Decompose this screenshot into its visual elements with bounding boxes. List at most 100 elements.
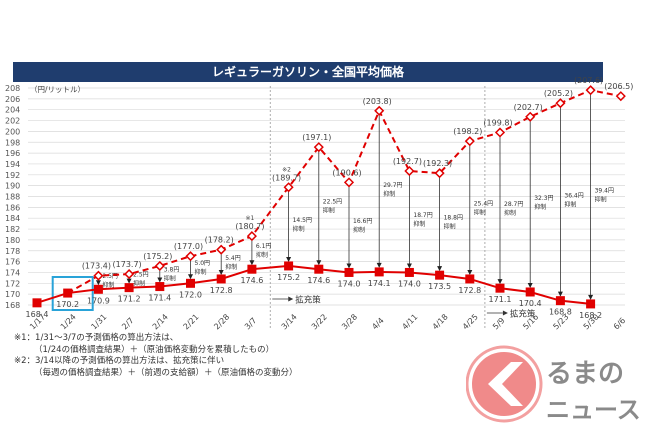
- forecast-point: [404, 165, 415, 177]
- x-tick-label: 2/14: [151, 312, 170, 331]
- annotation-label: ※1: [245, 215, 254, 222]
- x-tick-label: 4/25: [461, 312, 480, 331]
- actual-label: 170.9: [87, 296, 110, 305]
- actual-label: 170.4: [519, 299, 542, 308]
- suppression-arrow-icon: [527, 282, 533, 288]
- actual-label: 171.1: [489, 295, 512, 304]
- phase-label: 拡充策: [295, 295, 321, 306]
- forecast-point: [283, 182, 294, 193]
- suppression-amount: 2.5円: [102, 273, 118, 280]
- forecast-point: [464, 136, 475, 147]
- suppression-label: 抑制: [444, 223, 456, 231]
- actual-point: [63, 288, 73, 298]
- suppression-label: 抑制: [383, 190, 395, 198]
- forecast-label: (197.1): [302, 133, 331, 142]
- y-tick-label: 204: [5, 106, 20, 115]
- suppression-label: 抑制: [225, 263, 237, 271]
- suppression-arrow-icon: [406, 263, 412, 269]
- x-tick-label: 5/9: [491, 316, 506, 331]
- logo-text-2: ニュース: [546, 396, 641, 424]
- suppression-arrow-icon: [286, 256, 292, 262]
- suppression-arrow-icon: [497, 279, 503, 285]
- suppression-arrow-icon: [188, 274, 193, 280]
- actual-label: 168.8: [549, 308, 572, 317]
- forecast-label: (175.2): [143, 252, 172, 261]
- forecast-label: (178.2): [205, 236, 234, 245]
- suppression-arrow-icon: [249, 260, 255, 266]
- suppression-label: 抑制: [102, 281, 114, 289]
- suppression-label: 抑制: [595, 196, 607, 204]
- actual-label: 174.6: [307, 276, 330, 285]
- suppression-amount: 18.7円: [413, 212, 432, 219]
- phase-label: 拡充策: [510, 309, 536, 320]
- suppression-label: 抑制: [534, 203, 546, 211]
- logo-circle-icon: [470, 350, 538, 418]
- actual-point: [186, 278, 195, 288]
- actual-label: 173.5: [428, 282, 451, 291]
- forecast-label: (173.7): [113, 260, 142, 269]
- y-tick-label: 168: [5, 301, 20, 310]
- suppression-arrow-icon: [376, 262, 382, 268]
- forecast-label: (206.5): [604, 82, 633, 91]
- phase-arrow-icon: [288, 296, 294, 302]
- forecast-label: (203.8): [363, 97, 392, 106]
- forecast-point: [525, 111, 536, 122]
- x-tick-label: 3/7: [243, 316, 258, 331]
- x-tick-label: 6/6: [612, 316, 627, 331]
- suppression-label: 抑制: [256, 251, 268, 259]
- forecast-label: (198.2): [453, 127, 482, 136]
- suppression-label: 抑制: [474, 209, 486, 217]
- suppression-arrow-icon: [346, 263, 352, 269]
- y-axis-unit: （円/リットル）: [30, 85, 85, 94]
- forecast-point: [585, 85, 596, 96]
- forecast-label: (199.8): [483, 118, 512, 127]
- suppression-arrow-icon: [126, 278, 132, 284]
- y-tick-label: 200: [5, 127, 20, 136]
- forecast-point: [154, 260, 165, 272]
- suppression-arrow-icon: [557, 291, 563, 297]
- x-tick-label: 4/4: [370, 316, 385, 331]
- suppression-amount: 14.5円: [293, 217, 312, 224]
- actual-point: [247, 264, 257, 274]
- footnote-2-detail: （毎週の価格調査結果）＋（前週の支給額）＋（原油価格の変動分）: [34, 367, 298, 378]
- y-tick-label: 180: [5, 236, 20, 245]
- suppression-arrow-icon: [157, 277, 163, 283]
- actual-point: [586, 299, 596, 309]
- suppression-label: 抑制: [353, 226, 365, 234]
- suppression-amount: 5.0円: [195, 260, 211, 267]
- x-tick-label: 3/28: [340, 312, 359, 331]
- actual-point: [216, 274, 226, 284]
- y-tick-label: 206: [5, 95, 20, 104]
- suppression-arrow-icon: [437, 266, 443, 272]
- forecast-label: (189.7): [272, 173, 301, 182]
- highlight-box: [51, 276, 94, 311]
- actual-point: [525, 287, 535, 297]
- y-tick-label: 174: [5, 268, 20, 277]
- y-tick-label: 186: [5, 203, 20, 212]
- actual-label: 172.0: [179, 290, 202, 299]
- forecast-point: [313, 142, 324, 153]
- forecast-label: (205.2): [544, 89, 573, 98]
- annotation-label: ※2: [282, 166, 291, 173]
- suppression-amount: 25.4円: [474, 201, 493, 208]
- forecast-point: [555, 98, 566, 109]
- forecast-label: (180.7): [235, 222, 264, 231]
- actual-point: [314, 264, 324, 274]
- actual-point: [495, 283, 505, 293]
- x-tick-label: 2/7: [120, 316, 135, 331]
- actual-label: 175.2: [277, 273, 300, 282]
- x-tick-label: 2/28: [212, 312, 231, 331]
- y-tick-label: 190: [5, 182, 20, 191]
- actual-point: [155, 282, 165, 292]
- suppression-amount: 32.3円: [534, 195, 553, 202]
- x-tick-label: 2/21: [182, 312, 201, 331]
- forecast-point: [124, 269, 135, 280]
- x-tick-label: 1/24: [59, 312, 78, 331]
- forecast-label: (192.3): [423, 159, 452, 168]
- suppression-amount: 39.4円: [595, 188, 614, 195]
- forecast-label: (207.6): [574, 76, 603, 85]
- forecast-point: [494, 127, 506, 138]
- footnotes: ※1：1/31～3/7の予測価格の算出方法は、 （1/24の価格調査結果）＋（原…: [14, 333, 298, 379]
- suppression-label: 抑制: [413, 220, 425, 228]
